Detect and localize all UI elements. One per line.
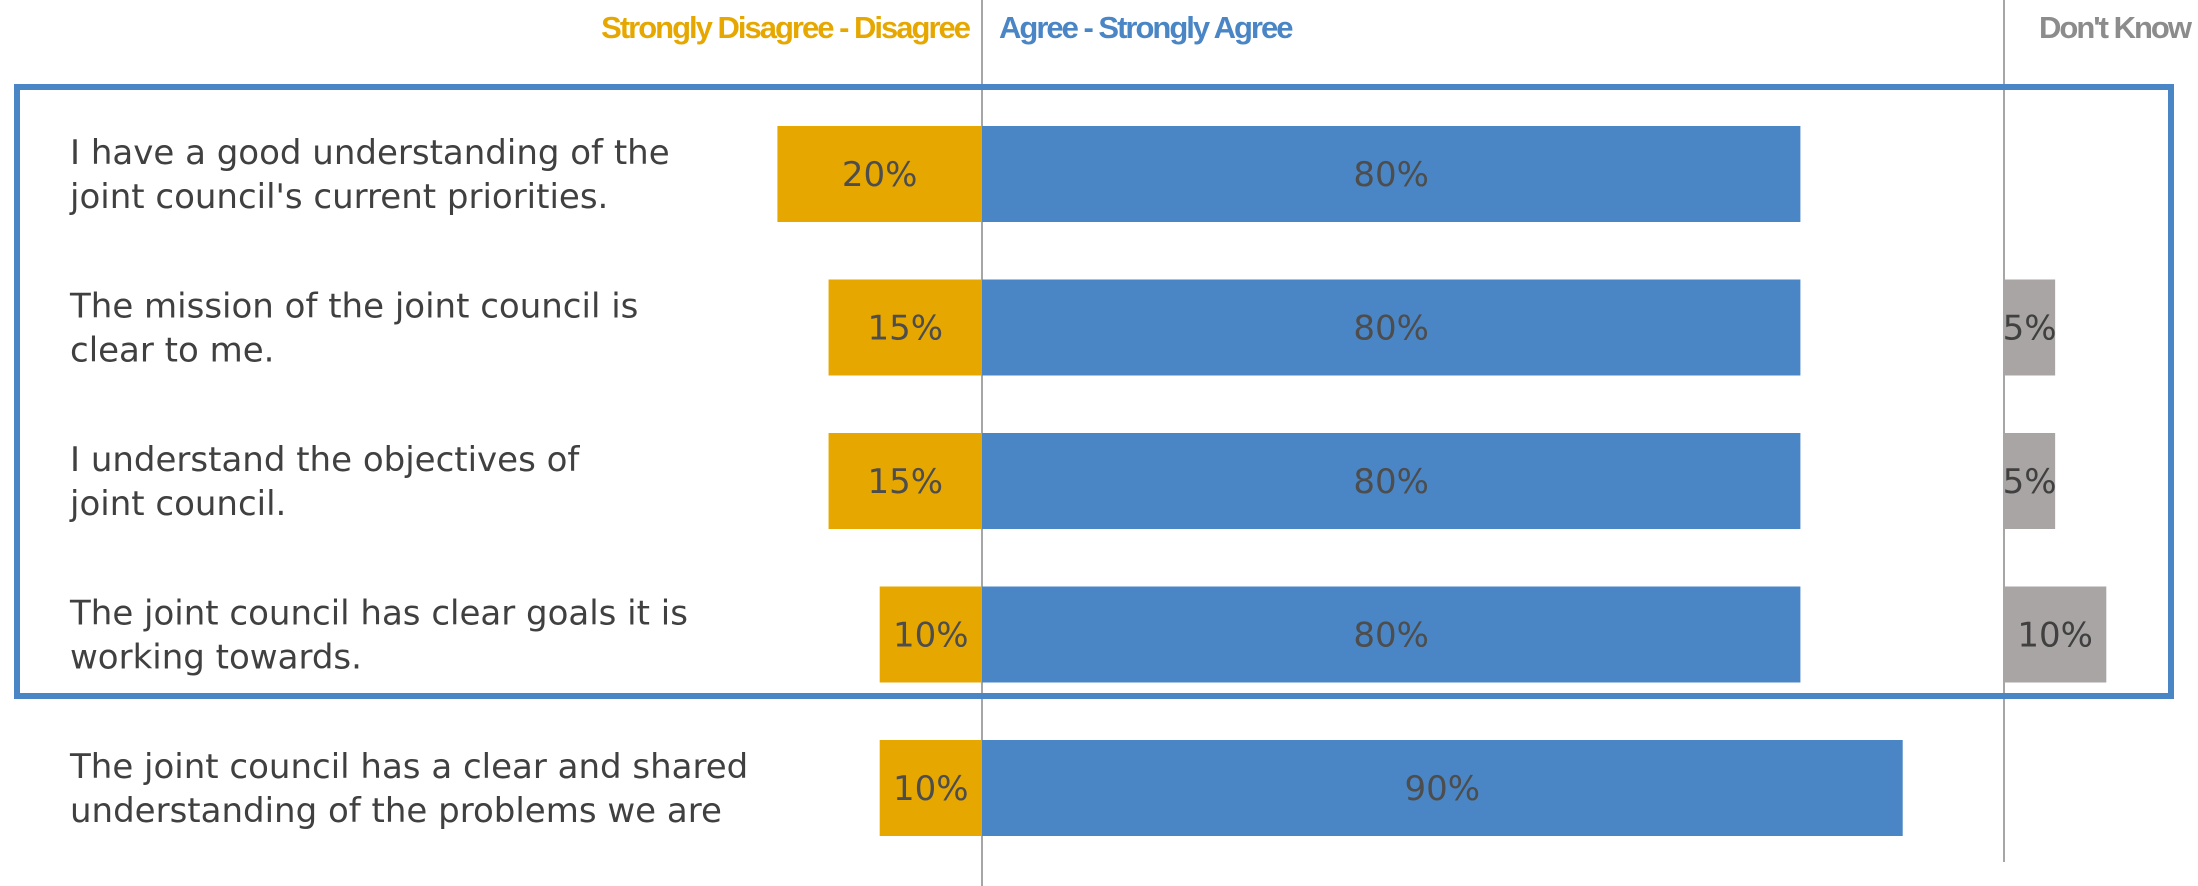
category-label: joint council's current priorities.: [69, 177, 608, 217]
data-label-disagree: 15%: [867, 462, 943, 502]
data-label-dont-know: 10%: [2017, 616, 2093, 656]
header-agree: Agree - Strongly Agree: [999, 10, 1293, 45]
bar-agree: [982, 586, 1801, 683]
header-disagree: Strongly Disagree - Disagree: [601, 10, 971, 45]
category-label: The joint council has a clear and shared: [69, 747, 748, 787]
bar-agree: [982, 126, 1801, 222]
bar-disagree: [879, 586, 982, 683]
bar-dont-know: [2004, 433, 2056, 529]
bar-dont-know: [2004, 279, 2056, 376]
data-label-agree: 80%: [1353, 462, 1429, 502]
column-headers: Strongly Disagree - Disagree Agree - Str…: [601, 10, 2195, 45]
category-label: I have a good understanding of the: [70, 133, 670, 173]
data-label-agree: 80%: [1353, 616, 1429, 656]
header-dont-know: Don't Know: [2039, 10, 2193, 45]
bar-disagree: [828, 433, 982, 529]
category-label: The mission of the joint council is: [69, 287, 638, 327]
highlight-box: [14, 84, 2174, 699]
data-label-disagree: 10%: [893, 616, 969, 656]
category-label: I understand the objectives of: [70, 440, 580, 480]
bar-disagree: [777, 126, 982, 222]
data-label-disagree: 20%: [842, 155, 918, 195]
bars: 20% 80% 15% 80% 5% 15% 80% 5% 10% 80% 10% 10% 90%: [777, 126, 2107, 836]
bar-dont-know: [2004, 586, 2107, 683]
category-label: understanding of the problems we are: [70, 791, 722, 831]
bar-disagree: [828, 279, 982, 376]
data-label-dont-know: 5%: [2003, 309, 2057, 349]
data-label-agree: 80%: [1353, 309, 1429, 349]
bar-agree: [982, 433, 1801, 529]
bar-disagree: [879, 740, 982, 836]
bar-agree: [982, 740, 1903, 836]
data-label-dont-know: 5%: [2003, 462, 2057, 502]
data-label-agree: 80%: [1353, 155, 1429, 195]
data-label-disagree: 10%: [893, 769, 969, 809]
category-label: joint council.: [69, 484, 286, 524]
data-label-agree: 90%: [1405, 769, 1481, 809]
category-label: working towards.: [70, 638, 362, 678]
category-label: clear to me.: [70, 331, 274, 371]
category-label: The joint council has clear goals it is: [69, 594, 688, 634]
data-label-disagree: 15%: [867, 309, 943, 349]
category-labels: I have a good understanding of thejoint …: [69, 133, 748, 831]
bar-agree: [982, 279, 1801, 376]
